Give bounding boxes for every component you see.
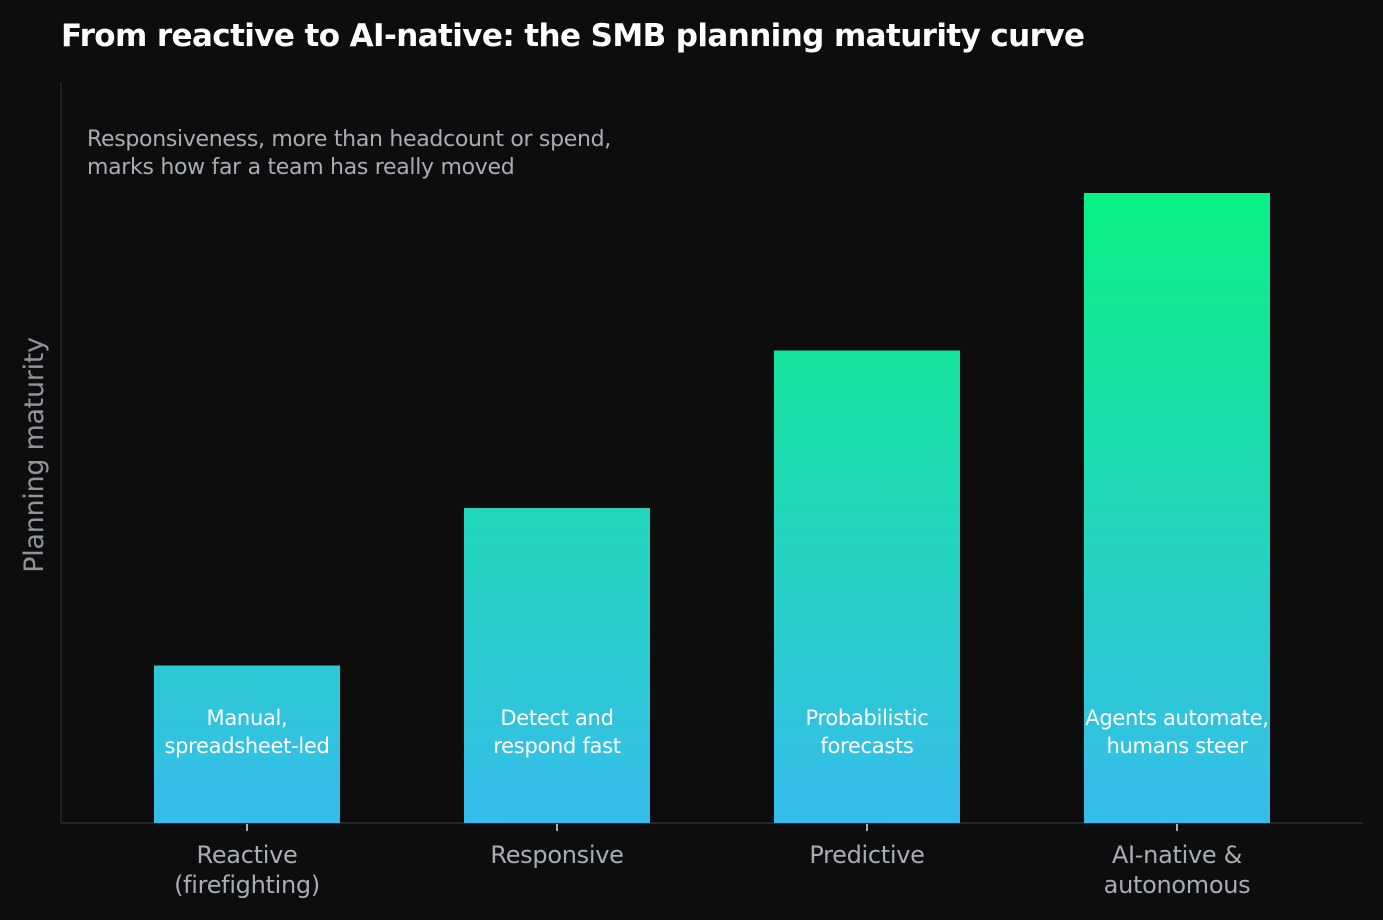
- chart-subtitle-line-1: Responsiveness, more than headcount or s…: [87, 127, 611, 152]
- bar-label-3-line-2: forecasts: [820, 734, 913, 758]
- bar-3: [774, 350, 960, 823]
- bar-2: [464, 508, 650, 823]
- x-tick-label-3-line-1: Predictive: [809, 841, 924, 869]
- bar-label-1: Manual, spreadsheet-led: [164, 706, 329, 758]
- x-tick-label-4-line-1: AI-native &: [1112, 841, 1242, 869]
- bar-label-2: Detect and respond fast: [493, 706, 620, 758]
- bar-label-3: Probabilistic forecasts: [805, 706, 928, 758]
- x-tick-label-4: AI-native & autonomous: [1104, 841, 1251, 899]
- x-tick-label-1-line-1: Reactive: [197, 841, 298, 869]
- x-tick-label-2: Responsive: [490, 841, 623, 869]
- y-axis-label: Planning maturity: [19, 337, 50, 573]
- bar-label-1-line-1: Manual,: [207, 706, 288, 730]
- bar-label-1-line-2: spreadsheet-led: [164, 734, 329, 758]
- chart-title: From reactive to AI-native: the SMB plan…: [61, 18, 1084, 54]
- bars: [154, 193, 1270, 823]
- bar-label-4-line-2: humans steer: [1107, 734, 1249, 758]
- bar-label-3-line-1: Probabilistic: [805, 706, 928, 730]
- x-axis-ticks: Reactive (firefighting) Responsive Predicti…: [174, 824, 1251, 899]
- chart-subtitle: Responsiveness, more than headcount or s…: [87, 127, 618, 180]
- x-tick-label-4-line-2: autonomous: [1104, 871, 1251, 899]
- bar-label-4: Agents automate, humans steer: [1085, 706, 1268, 758]
- x-tick-label-2-line-1: Responsive: [490, 841, 623, 869]
- x-tick-label-1: Reactive (firefighting): [174, 841, 320, 899]
- x-tick-label-1-line-2: (firefighting): [174, 871, 320, 899]
- chart-subtitle-line-2: marks how far a team has really moved: [87, 155, 514, 180]
- bar-1: [154, 665, 340, 823]
- bar-label-2-line-2: respond fast: [493, 734, 620, 758]
- bar-labels: Manual, spreadsheet-led Detect and respond …: [164, 706, 1269, 758]
- bar-label-4-line-1: Agents automate,: [1085, 706, 1268, 730]
- x-tick-label-3: Predictive: [809, 841, 924, 869]
- bar-label-2-line-1: Detect and: [500, 706, 613, 730]
- bar-4: [1084, 193, 1270, 823]
